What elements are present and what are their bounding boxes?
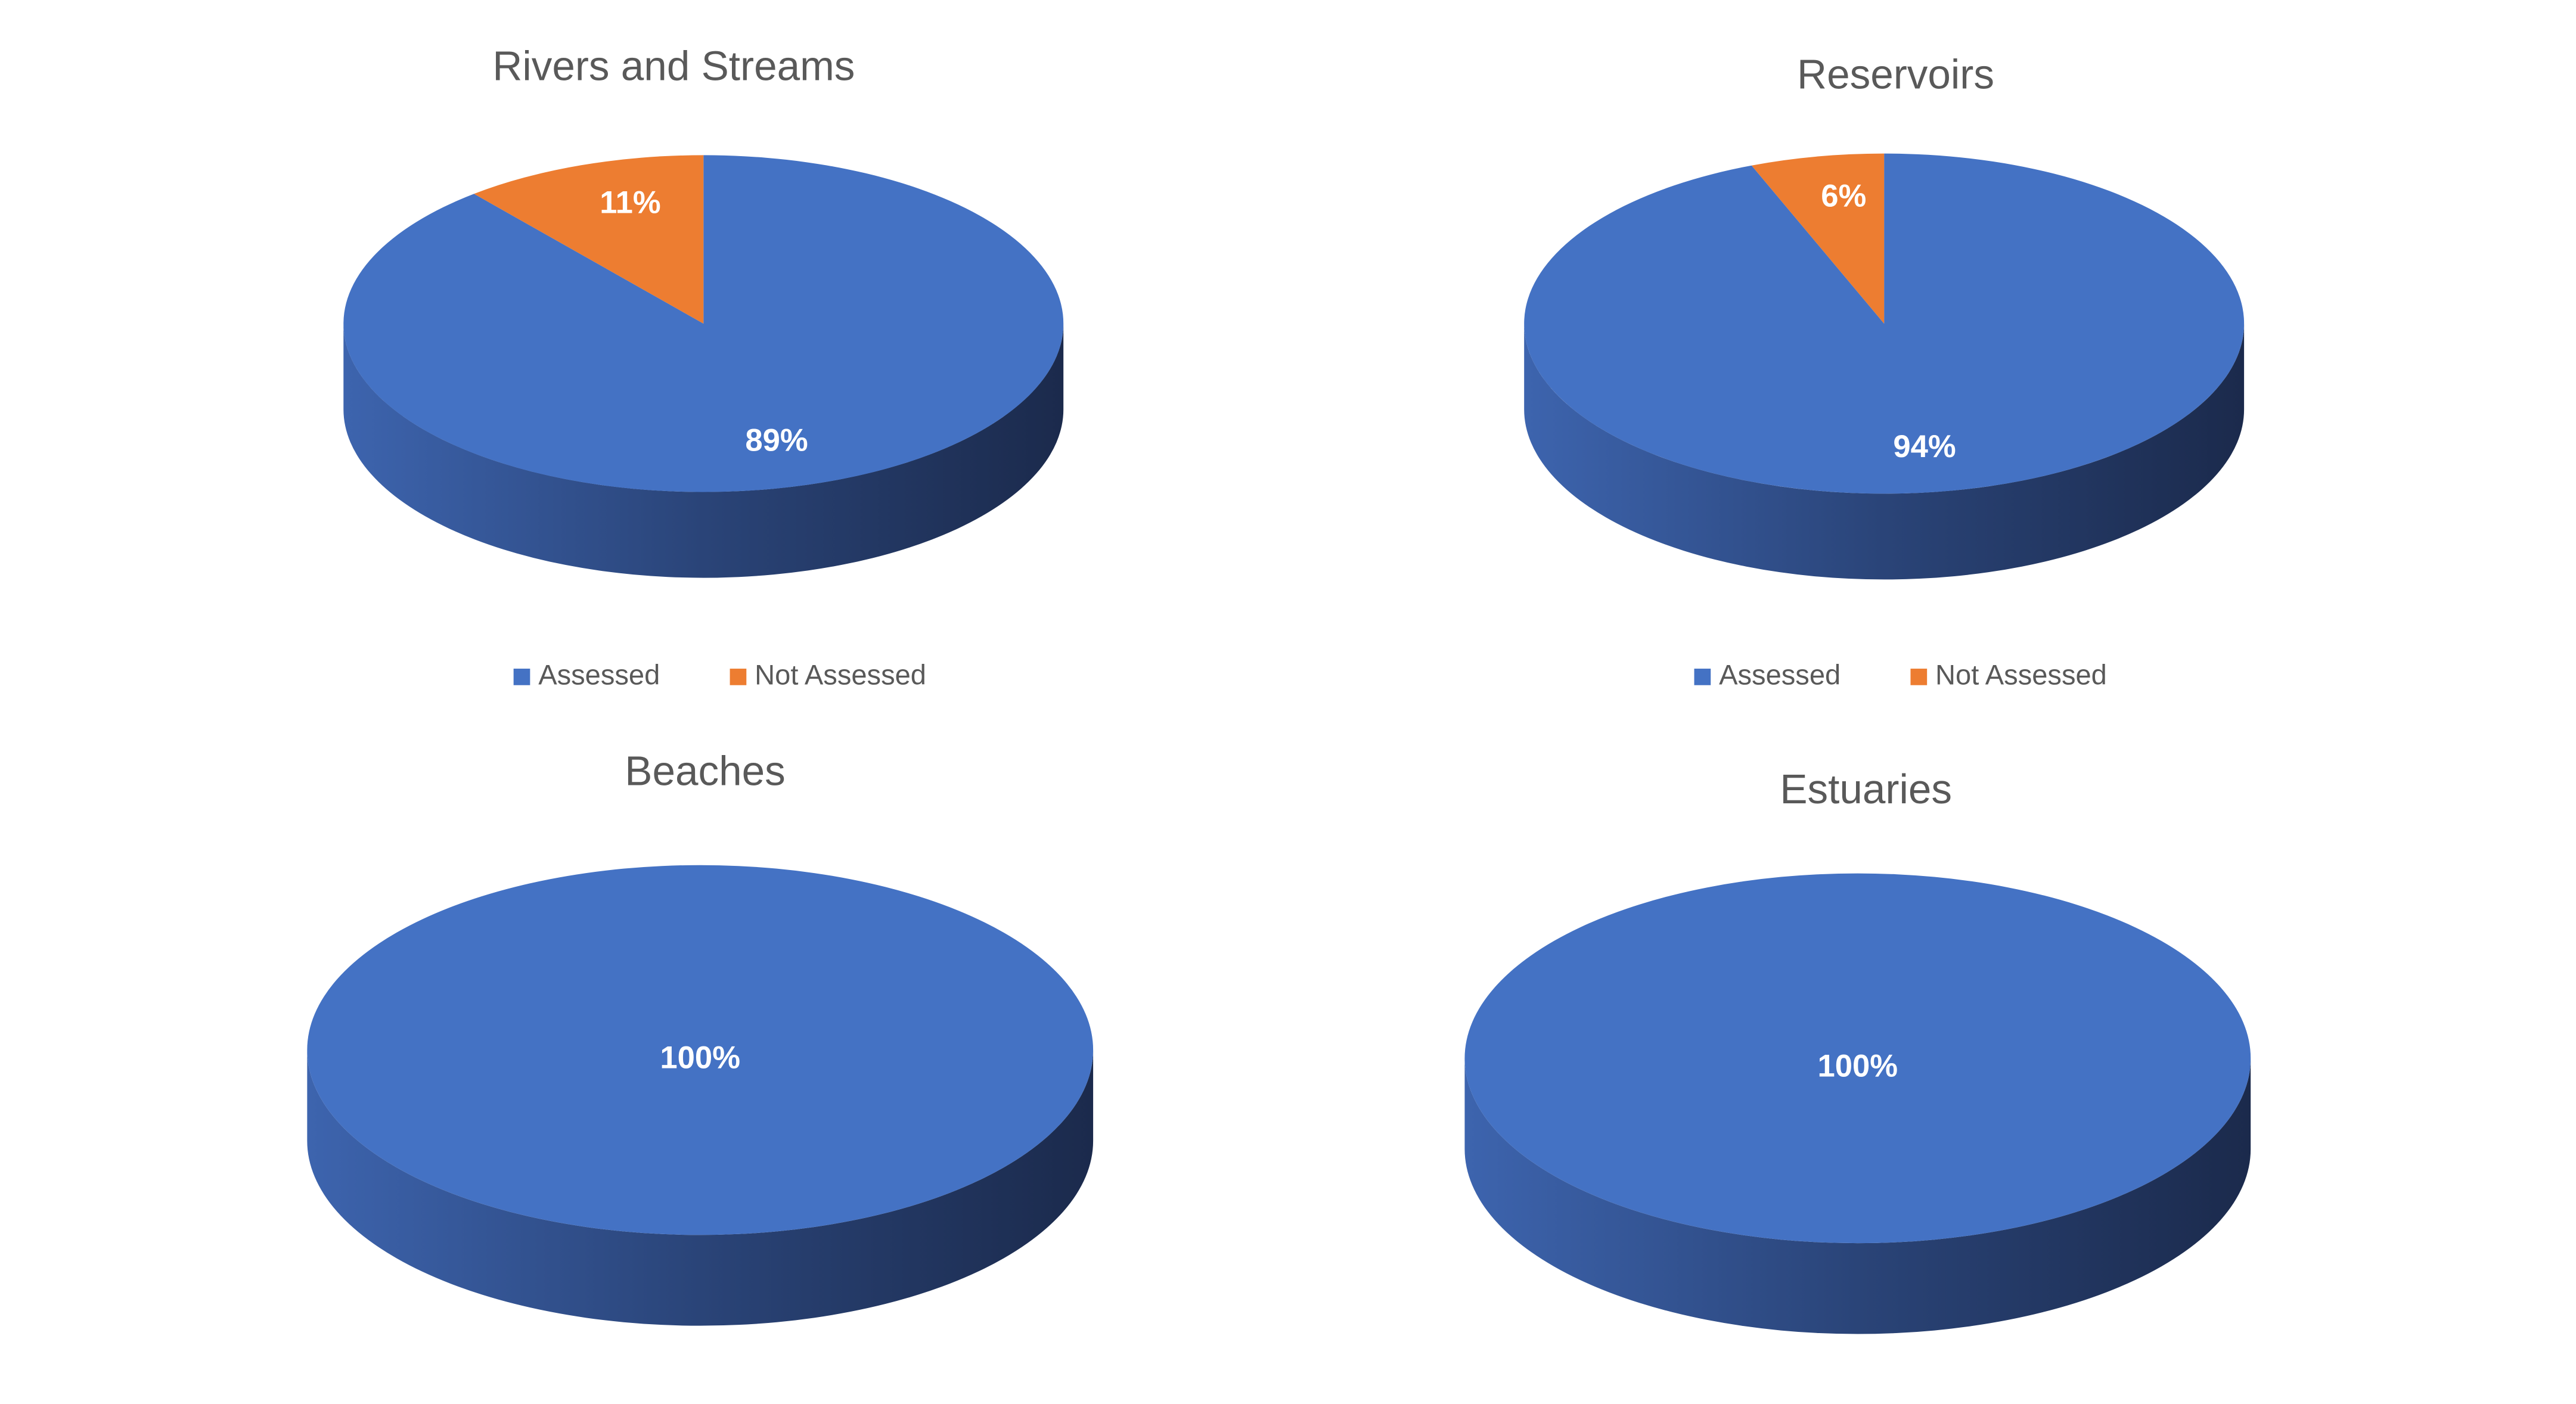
pie-side <box>1524 324 2245 580</box>
legend-swatch <box>1910 669 1928 685</box>
data-label: 94% <box>1893 429 1956 464</box>
legend-label: Not Assessed <box>1935 658 2107 690</box>
legend-label: Assessed <box>1719 658 1841 690</box>
chart-title: Reservoirs <box>1797 51 1994 98</box>
pie-slice <box>307 865 1094 1235</box>
data-label: 89% <box>745 423 808 458</box>
data-label: 100% <box>660 1040 740 1076</box>
pie-slice <box>343 155 1064 492</box>
pie-slice <box>1524 153 2245 494</box>
legend-label: Not Assessed <box>755 658 926 690</box>
pie-slice <box>1751 153 1885 324</box>
pie-slice <box>474 155 704 324</box>
pie-side <box>307 1050 1094 1326</box>
pie-slice <box>1464 873 2251 1244</box>
pie-side <box>1464 1058 2251 1334</box>
legend-label: Assessed <box>538 658 660 690</box>
data-label: 100% <box>1818 1048 1898 1083</box>
chart-title: Beaches <box>625 748 786 794</box>
pie-side <box>343 324 1064 578</box>
legend-swatch <box>1694 669 1711 685</box>
data-label: 11% <box>600 185 660 220</box>
legend-swatch <box>513 669 530 685</box>
data-label: 6% <box>1821 179 1866 214</box>
legend-swatch <box>730 669 747 685</box>
chart-title: Estuaries <box>1780 766 1952 812</box>
chart-title: Rivers and Streams <box>492 43 855 89</box>
